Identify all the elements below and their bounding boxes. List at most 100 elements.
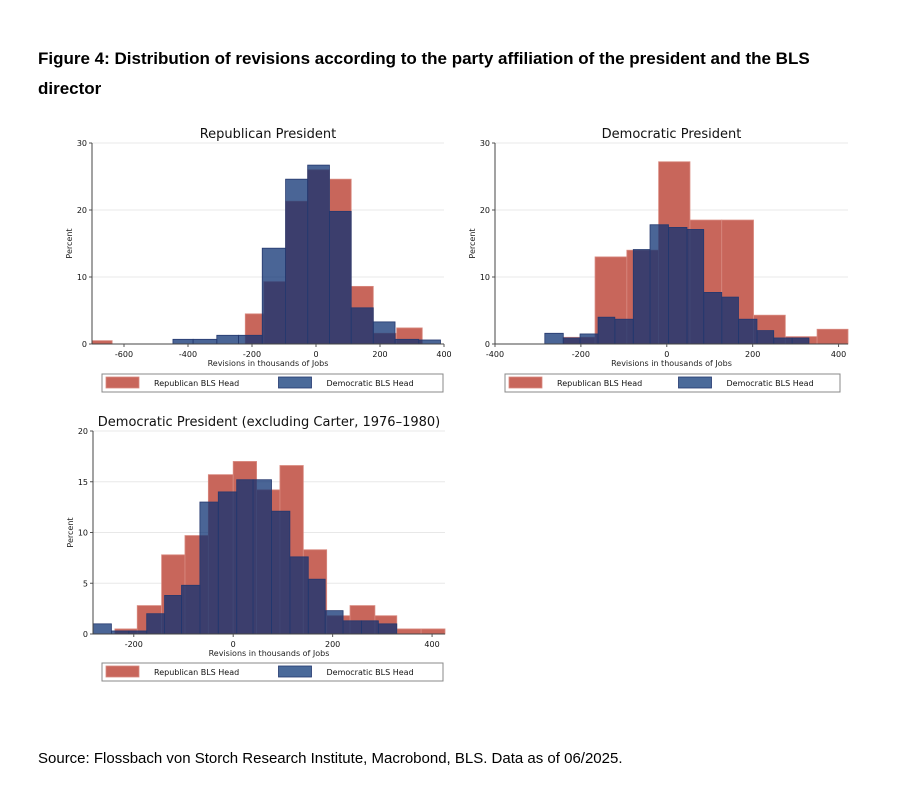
legend-swatch — [678, 376, 712, 389]
democratic-bls-head-bar — [686, 229, 705, 345]
x-tick-label: 400 — [831, 350, 846, 359]
democratic-bls-head-bar — [394, 338, 420, 345]
legend-box — [101, 662, 444, 682]
panel-title: Democratic President (excluding Carter, … — [98, 415, 440, 430]
legend-label: Republican BLS Head — [154, 668, 239, 677]
democratic-bls-head-bar — [342, 620, 362, 635]
x-tick-label: -200 — [125, 640, 143, 649]
y-tick-label: 10 — [480, 273, 490, 282]
democratic-bls-head-bar — [721, 296, 739, 345]
democratic-bls-head-bar — [579, 333, 599, 345]
democratic-bls-head-bar — [703, 292, 723, 345]
democratic-bls-head-bar — [192, 338, 218, 345]
x-axis-label: Revisions in thousands of Jobs — [208, 359, 329, 368]
y-tick-label: 10 — [78, 529, 88, 538]
x-tick-label: 0 — [231, 640, 236, 649]
democratic-bls-head-bar — [252, 479, 272, 635]
panel-title: Republican President — [200, 127, 337, 142]
democratic-bls-head-bar — [236, 479, 254, 635]
democratic-bls-head-bar — [614, 318, 634, 345]
democratic-bls-head-bar — [217, 491, 238, 635]
legend-swatch — [105, 376, 140, 389]
republican-bls-head-bar — [396, 628, 422, 635]
democratic-bls-head-bar — [649, 224, 669, 345]
democratic-bls-head-bar — [350, 307, 374, 345]
democratic-bls-head-bar — [307, 164, 330, 345]
democratic-bls-head-bar — [632, 249, 651, 345]
democratic-bls-head-bar — [92, 623, 112, 635]
y-axis-label: Percent — [468, 228, 477, 258]
x-tick-label: 200 — [325, 640, 340, 649]
legend: Republican BLS Head Democratic BLS Head — [101, 662, 444, 682]
legend-label: Democratic BLS Head — [727, 379, 814, 388]
republican-bls-head-bar — [91, 340, 113, 345]
y-tick-label: 30 — [480, 139, 490, 148]
legend: Republican BLS Head Democratic BLS Head — [101, 373, 444, 393]
republican-bls-head-bar — [816, 328, 849, 345]
republican-bls-head-bar — [420, 628, 446, 635]
y-tick-label: 20 — [77, 206, 87, 215]
democratic-bls-head-bar — [324, 610, 344, 635]
legend-box — [504, 373, 841, 393]
x-tick-label: 200 — [372, 350, 387, 359]
legend-swatch — [278, 665, 312, 678]
y-tick-label: 0 — [82, 340, 87, 349]
democratic-bls-head-bar — [289, 556, 309, 635]
legend-swatch — [508, 376, 543, 389]
democratic-bls-head-bar — [791, 337, 810, 345]
legend-label: Republican BLS Head — [557, 379, 642, 388]
x-tick-label: -200 — [572, 350, 590, 359]
x-tick-label: -400 — [179, 350, 197, 359]
democratic-bls-head-bar — [773, 337, 793, 345]
democratic-bls-head-bar — [597, 316, 616, 345]
democratic-bls-head-bar — [307, 578, 326, 635]
legend-box — [101, 373, 444, 393]
democratic-bls-head-bar — [285, 178, 309, 345]
y-tick-label: 30 — [77, 139, 87, 148]
democratic-bls-head-bar — [271, 510, 291, 635]
x-tick-label: 400 — [424, 640, 439, 649]
y-tick-label: 10 — [77, 273, 87, 282]
legend-label: Democratic BLS Head — [327, 668, 414, 677]
histogram-panel-1: 0 10 20 30 -600 -400 -200 0 200 400 Republican Pre… — [65, 127, 452, 393]
x-axis-label: Revisions in thousands of Jobs — [209, 649, 330, 658]
legend-swatch — [105, 665, 140, 678]
x-axis-label: Revisions in thousands of Jobs — [611, 359, 732, 368]
x-tick-label: -200 — [243, 350, 261, 359]
x-tick-label: 200 — [745, 350, 760, 359]
democratic-bls-head-bar — [238, 334, 263, 345]
democratic-bls-head-bar — [164, 595, 182, 635]
democratic-bls-head-bar — [329, 210, 352, 345]
y-tick-label: 20 — [480, 206, 490, 215]
y-axis-label: Percent — [66, 517, 75, 547]
figure-title: Figure 4: Distribution of revisions acco… — [38, 49, 810, 98]
democratic-bls-head-bar — [181, 584, 201, 635]
source-note: Source: Flossbach von Storch Research In… — [38, 750, 623, 767]
democratic-bls-head-bar — [738, 318, 758, 345]
democratic-bls-head-bar — [418, 339, 441, 345]
y-axis-label: Percent — [65, 228, 74, 258]
democratic-bls-head-bar — [261, 247, 286, 345]
y-tick-label: 20 — [78, 427, 88, 436]
legend-label: Republican BLS Head — [154, 379, 239, 388]
x-tick-label: 400 — [436, 350, 451, 359]
democratic-bls-head-bar — [544, 332, 564, 345]
democratic-bls-head-bar — [372, 321, 396, 345]
x-tick-label: -600 — [115, 350, 133, 359]
legend: Republican BLS Head Democratic BLS Head — [504, 373, 841, 393]
x-tick-label: 0 — [664, 350, 669, 359]
legend-label: Democratic BLS Head — [327, 379, 414, 388]
panel-title: Democratic President — [602, 127, 742, 142]
democratic-bls-head-bar — [172, 338, 194, 345]
y-tick-label: 0 — [485, 340, 490, 349]
x-tick-label: -400 — [486, 350, 504, 359]
y-tick-label: 15 — [78, 478, 88, 487]
histogram-panel-3: 0 5 10 15 20 -200 0 200 400 Democratic President … — [66, 415, 446, 682]
y-tick-label: 0 — [83, 630, 88, 639]
democratic-bls-head-bar — [361, 620, 379, 635]
democratic-bls-head-bar — [756, 330, 775, 345]
democratic-bls-head-bar — [199, 501, 219, 635]
histogram-panel-2: 0 10 20 30 -400 -200 0 200 400 Democratic Preside… — [468, 127, 849, 393]
democratic-bls-head-bar — [668, 227, 688, 345]
